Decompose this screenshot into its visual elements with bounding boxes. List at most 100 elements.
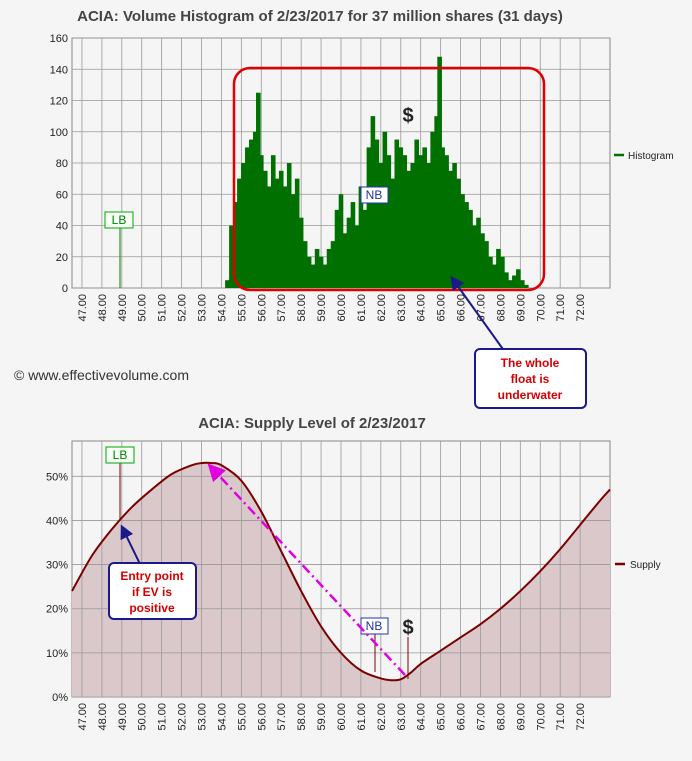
histogram-bar	[266, 186, 272, 288]
x-tick-label: 71.00	[555, 703, 567, 731]
histogram-bar	[520, 280, 525, 288]
histogram-bar	[492, 264, 497, 288]
histogram-bar	[390, 178, 396, 288]
histogram-bar	[354, 225, 360, 288]
x-tick-label: 56.00	[256, 294, 268, 322]
histogram-bar	[394, 139, 400, 288]
x-tick-label: 70.00	[535, 294, 547, 322]
histogram-bar	[456, 178, 461, 288]
histogram-bar	[472, 225, 477, 288]
y-tick-label: 100	[50, 127, 68, 139]
histogram-bar	[270, 155, 276, 288]
nb2-label-box	[360, 617, 389, 635]
x-tick-label: 67.00	[475, 703, 487, 731]
copyright-text: © www.effectivevolume.com	[14, 367, 190, 383]
supply-area	[72, 462, 610, 697]
y-tick-label: 0	[62, 283, 68, 295]
histogram-bar	[249, 139, 254, 288]
callout-line-1: The whole	[501, 356, 560, 370]
y-tick-label: 10%	[46, 648, 68, 660]
histogram-bar	[282, 186, 288, 288]
x-tick-label: 52.00	[177, 703, 189, 731]
histogram-bar	[342, 233, 348, 288]
histogram-bar	[310, 264, 316, 288]
histogram-bar	[480, 233, 485, 288]
supply-line	[71, 461, 611, 682]
y-tick-label: 30%	[46, 560, 68, 572]
y-tick-label: 50%	[46, 471, 68, 483]
x-tick-label: 59.00	[316, 703, 328, 731]
histogram-bar	[259, 155, 264, 288]
x-tick-label: 60.00	[336, 703, 348, 731]
histogram-bar	[504, 272, 509, 288]
x-tick-label: 69.00	[515, 703, 527, 731]
y-tick-label: 160	[50, 33, 68, 45]
callout2-line-3: positive	[129, 601, 175, 615]
x-tick-label: 72.00	[575, 294, 587, 322]
histogram-bar	[382, 131, 388, 288]
histogram-bar	[346, 217, 352, 288]
lb-label: LB	[112, 213, 127, 227]
x-tick-label: 58.00	[296, 703, 308, 731]
histogram-bar	[488, 256, 493, 288]
callout2-line-2: if EV is	[132, 585, 172, 599]
histogram-bar	[500, 256, 505, 288]
callout2-box	[108, 562, 197, 620]
histogram-bar	[516, 269, 521, 288]
nb-label: NB	[366, 188, 383, 202]
x-tick-label: 65.00	[436, 294, 448, 322]
histogram-bar	[318, 256, 324, 288]
x-tick-label: 62.00	[376, 294, 388, 322]
x-tick-label: 51.00	[157, 703, 169, 731]
highlight-box	[232, 66, 546, 292]
histogram-bar	[437, 56, 442, 288]
histogram-bar	[306, 256, 312, 288]
y-tick-label: 40%	[46, 515, 68, 527]
histogram-bar	[334, 209, 340, 288]
x-tick-label: 47.00	[77, 294, 89, 322]
histogram-bar	[229, 225, 234, 288]
x-tick-label: 52.00	[177, 294, 189, 322]
y-tick-label: 60	[56, 189, 68, 201]
x-tick-label: 64.00	[416, 294, 428, 322]
x-tick-label: 63.00	[396, 294, 408, 322]
histogram-bar	[278, 170, 284, 288]
x-tick-label: 68.00	[495, 703, 507, 731]
x-tick-label: 65.00	[436, 703, 448, 731]
y-tick-label: 80	[56, 158, 68, 170]
histogram-bar	[350, 202, 356, 288]
x-tick-label: 56.00	[256, 703, 268, 731]
x-tick-label: 58.00	[296, 294, 308, 322]
x-tick-label: 57.00	[276, 294, 288, 322]
callout-line-2: float is	[511, 372, 550, 386]
y-tick-label: 20%	[46, 604, 68, 616]
x-tick-label: 49.00	[117, 294, 129, 322]
histogram-bar	[508, 280, 513, 288]
lb-label-box	[104, 211, 134, 229]
histogram-bar	[410, 163, 416, 288]
histogram-bar	[386, 155, 392, 288]
volume-histogram-chart: ACIA: Volume Histogram of 2/23/2017 for …	[50, 8, 674, 409]
histogram-legend-label: Histogram	[628, 151, 674, 162]
histogram-bar	[237, 178, 242, 288]
x-tick-label: 55.00	[236, 703, 248, 731]
x-tick-label: 55.00	[236, 294, 248, 322]
histogram-bar	[290, 194, 296, 288]
x-tick-label: 51.00	[157, 294, 169, 322]
histogram-bar	[476, 217, 481, 288]
x-tick-label: 47.00	[77, 703, 89, 731]
callout2-pointer	[120, 524, 141, 565]
histogram-bar	[262, 170, 268, 288]
x-tick-label: 66.00	[456, 703, 468, 731]
histogram-bar	[524, 284, 529, 288]
dollar2-icon: $	[402, 617, 413, 639]
histogram-bar	[484, 241, 489, 288]
y-tick-label: 120	[50, 96, 68, 108]
histogram-bar	[366, 147, 372, 288]
histogram-bar	[330, 241, 336, 288]
histogram-bar	[298, 217, 304, 288]
x-tick-label: 48.00	[97, 703, 109, 731]
histogram-bar	[402, 155, 408, 288]
x-tick-label: 53.00	[197, 703, 209, 731]
histogram-bar	[378, 163, 384, 288]
